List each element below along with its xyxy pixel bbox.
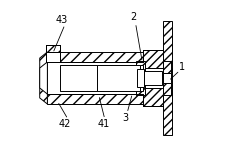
Bar — [163, 61, 171, 73]
Bar — [163, 21, 172, 135]
Text: 41: 41 — [97, 119, 109, 129]
Bar — [163, 83, 171, 95]
Bar — [47, 94, 143, 104]
Text: 42: 42 — [59, 119, 71, 129]
Bar — [137, 69, 144, 87]
Bar — [136, 61, 145, 95]
Bar — [144, 71, 162, 85]
Bar — [46, 52, 60, 62]
Bar — [47, 62, 143, 94]
Bar — [140, 65, 143, 91]
Bar — [143, 50, 163, 68]
Text: 2: 2 — [130, 12, 136, 22]
Bar — [60, 65, 97, 91]
Polygon shape — [40, 52, 47, 104]
Bar — [163, 73, 171, 83]
Text: 1: 1 — [179, 62, 185, 72]
Bar — [143, 88, 163, 106]
Bar — [97, 65, 140, 91]
Text: 3: 3 — [122, 113, 128, 123]
Bar — [143, 68, 163, 88]
Polygon shape — [40, 62, 47, 94]
Text: 43: 43 — [56, 15, 68, 25]
Bar — [46, 45, 60, 52]
Bar — [47, 52, 143, 62]
